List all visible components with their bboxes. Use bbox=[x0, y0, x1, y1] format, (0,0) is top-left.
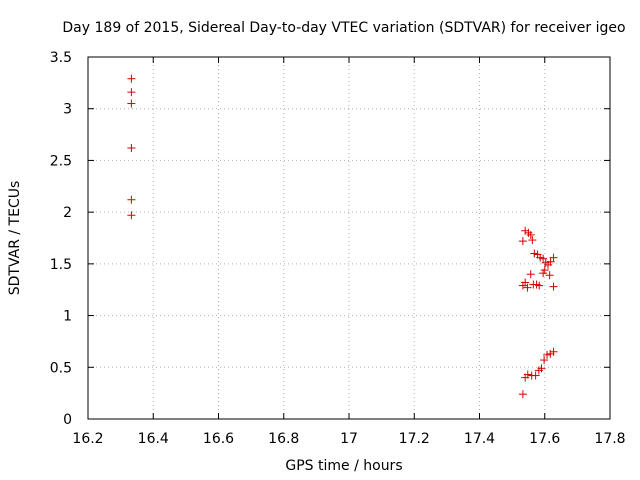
x-axis-label: GPS time / hours bbox=[285, 458, 402, 474]
data-point bbox=[549, 282, 558, 291]
y-tick-label: 3 bbox=[63, 102, 72, 118]
data-point bbox=[546, 257, 555, 266]
data-point bbox=[539, 254, 548, 263]
data-point bbox=[540, 356, 549, 365]
x-tick-label: 17.4 bbox=[464, 431, 495, 447]
y-tick-label: 3.5 bbox=[50, 50, 72, 66]
y-tick-label: 2 bbox=[63, 205, 72, 221]
y-axis-label: SDTVAR / TECUs bbox=[7, 181, 23, 296]
data-points bbox=[127, 74, 558, 399]
x-tick-label: 17.6 bbox=[529, 431, 560, 447]
x-tick-label: 16.2 bbox=[72, 431, 103, 447]
data-point bbox=[127, 88, 136, 97]
data-point bbox=[530, 249, 539, 258]
data-point bbox=[549, 347, 558, 356]
data-point bbox=[518, 390, 527, 399]
x-tick-label: 17 bbox=[340, 431, 358, 447]
y-tick-label: 2.5 bbox=[50, 153, 72, 169]
data-point bbox=[531, 371, 540, 380]
x-tick-label: 16.4 bbox=[138, 431, 169, 447]
data-point bbox=[518, 237, 527, 246]
data-point bbox=[549, 253, 558, 262]
y-tick-label: 0.5 bbox=[50, 360, 72, 376]
data-point bbox=[526, 230, 535, 239]
data-point bbox=[127, 144, 136, 153]
data-point bbox=[127, 211, 136, 220]
y-tick-label: 1 bbox=[63, 309, 72, 325]
x-tick-label: 17.2 bbox=[399, 431, 430, 447]
data-point bbox=[523, 283, 532, 292]
data-point bbox=[127, 99, 136, 108]
data-point bbox=[546, 349, 555, 358]
data-point bbox=[528, 236, 537, 245]
axis-ticks bbox=[87, 56, 611, 420]
data-point bbox=[526, 270, 535, 279]
data-point bbox=[521, 278, 530, 287]
data-point bbox=[543, 350, 552, 359]
data-point bbox=[521, 226, 530, 235]
data-point bbox=[537, 364, 546, 373]
data-point bbox=[523, 370, 532, 379]
y-tick-label: 1.5 bbox=[50, 257, 72, 273]
data-point bbox=[535, 281, 544, 290]
x-tick-label: 16.8 bbox=[268, 431, 299, 447]
grid-lines bbox=[88, 57, 610, 419]
data-point bbox=[127, 195, 136, 204]
chart-title: Day 189 of 2015, Sidereal Day-to-day VTE… bbox=[62, 20, 625, 36]
data-point bbox=[540, 266, 549, 275]
y-tick-labels: 0 0.5 1 1.5 2 2.5 3 3.5 bbox=[50, 50, 72, 428]
x-tick-label: 17.8 bbox=[594, 431, 625, 447]
x-tick-label: 16.6 bbox=[203, 431, 234, 447]
x-tick-labels: 16.2 16.4 16.6 16.8 17 17.2 17.4 17.6 17.8 bbox=[72, 431, 625, 447]
data-point bbox=[545, 271, 554, 280]
y-tick-label: 0 bbox=[63, 412, 72, 428]
data-point bbox=[127, 74, 136, 83]
